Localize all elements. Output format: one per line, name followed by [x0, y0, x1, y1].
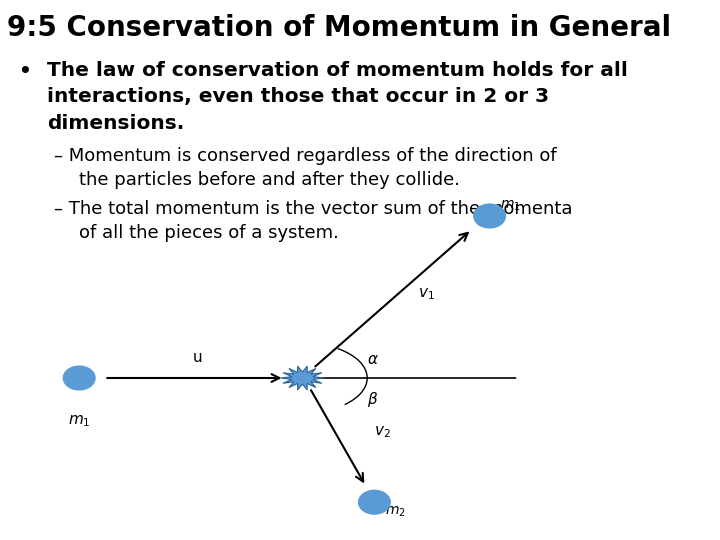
Text: •: •: [18, 62, 31, 81]
Text: the particles before and after they collide.: the particles before and after they coll…: [79, 171, 460, 189]
Text: $v_1$: $v_1$: [418, 286, 434, 302]
Polygon shape: [281, 366, 324, 390]
Circle shape: [63, 366, 95, 390]
Text: $m_1$: $m_1$: [500, 199, 521, 213]
Text: The law of conservation of momentum holds for all: The law of conservation of momentum hold…: [47, 61, 628, 80]
Text: $v_2$: $v_2$: [374, 424, 391, 440]
Text: $m_2$: $m_2$: [385, 505, 406, 519]
Circle shape: [474, 204, 505, 228]
Text: interactions, even those that occur in 2 or 3: interactions, even those that occur in 2…: [47, 87, 549, 106]
Text: $\beta$: $\beta$: [367, 390, 379, 409]
Text: $\alpha$: $\alpha$: [367, 352, 379, 367]
Text: dimensions.: dimensions.: [47, 114, 184, 133]
Text: – The total momentum is the vector sum of the momenta: – The total momentum is the vector sum o…: [54, 200, 572, 218]
Text: u: u: [193, 349, 203, 364]
Text: of all the pieces of a system.: of all the pieces of a system.: [79, 224, 339, 242]
Circle shape: [359, 490, 390, 514]
Text: $m_1$: $m_1$: [68, 413, 91, 429]
Text: 9:5 Conservation of Momentum in General: 9:5 Conservation of Momentum in General: [7, 14, 671, 42]
Text: – Momentum is conserved regardless of the direction of: – Momentum is conserved regardless of th…: [54, 147, 557, 165]
